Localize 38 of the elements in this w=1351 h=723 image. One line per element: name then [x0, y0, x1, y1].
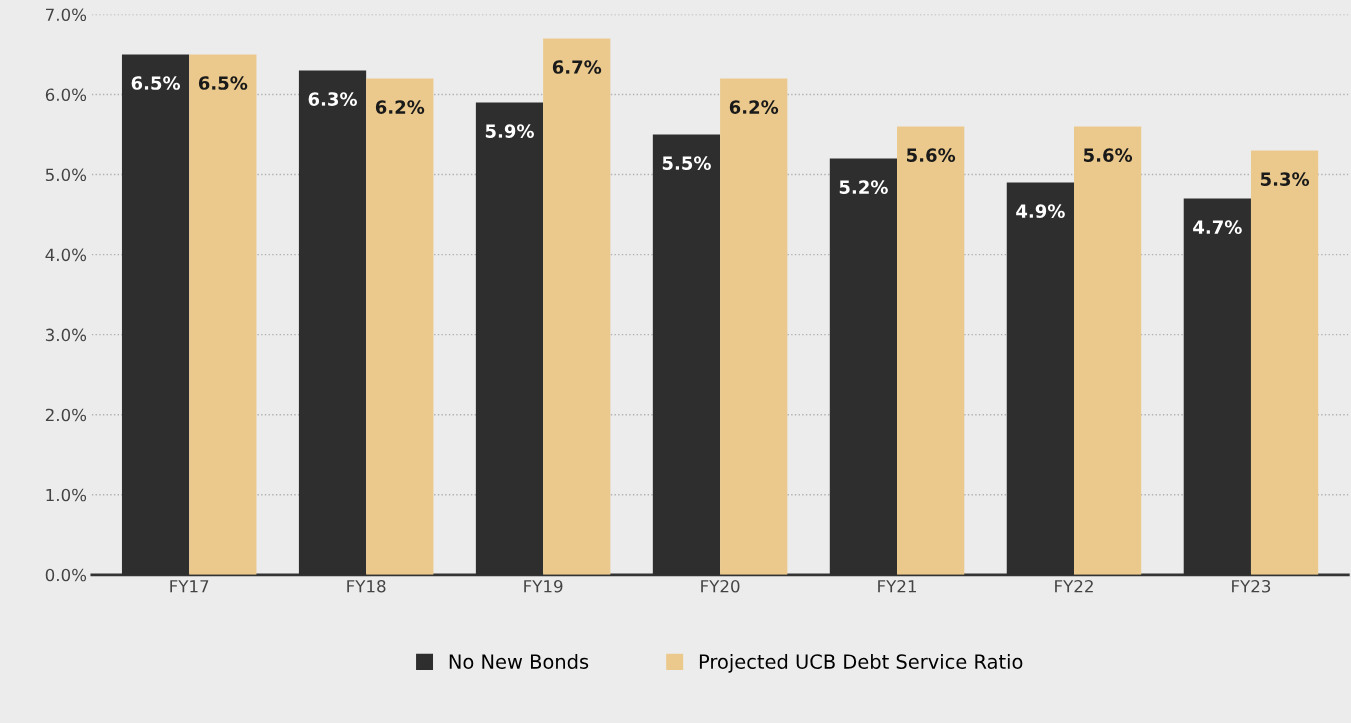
y-tick-label: 4.0%: [45, 248, 87, 262]
data-label: 5.6%: [907, 148, 956, 162]
y-tick-label: 6.0%: [45, 88, 87, 102]
bar: [720, 78, 788, 575]
data-label: 6.3%: [308, 92, 357, 106]
data-label: 5.3%: [1260, 172, 1310, 186]
bar: [543, 38, 611, 575]
x-tick-label: FY23: [1232, 579, 1271, 593]
x-tick-label: FY21: [878, 579, 916, 593]
y-tick-label: 7.0%: [46, 8, 87, 22]
data-label: 4.7%: [1193, 220, 1242, 234]
bar: [1250, 150, 1319, 575]
y-tick-label: 5.0%: [45, 168, 87, 182]
y-tick-label: 3.0%: [45, 328, 87, 342]
data-label: 5.6%: [1083, 148, 1133, 162]
y-tick-label: 2.0%: [45, 408, 87, 422]
x-tick-label: FY17: [170, 580, 209, 593]
bar: [897, 126, 965, 575]
data-label: 6.5%: [198, 76, 248, 90]
bar: [189, 54, 257, 575]
legend-label: No New Bonds: [449, 653, 589, 669]
x-tick-label: FY19: [524, 579, 563, 593]
bar: [1074, 126, 1142, 575]
y-tick-label: 1.0%: [46, 488, 87, 502]
y-tick-label: 0.0%: [45, 568, 87, 582]
x-tick-label: FY18: [347, 579, 386, 593]
x-tick-label: FY22: [1055, 579, 1093, 593]
data-label: 5.9%: [485, 124, 534, 138]
data-label: 5.2%: [839, 180, 888, 194]
data-label: 6.2%: [375, 100, 425, 114]
data-label: 6.2%: [729, 100, 779, 114]
data-label: 6.5%: [131, 76, 181, 90]
legend-label: Projected UCB Debt Service Ratio: [699, 653, 1023, 673]
x-tick-label: FY20: [701, 579, 740, 593]
data-label: 5.5%: [662, 156, 711, 170]
data-label: 6.7%: [552, 60, 602, 74]
bar: [366, 78, 434, 575]
data-label: 4.9%: [1016, 204, 1065, 218]
